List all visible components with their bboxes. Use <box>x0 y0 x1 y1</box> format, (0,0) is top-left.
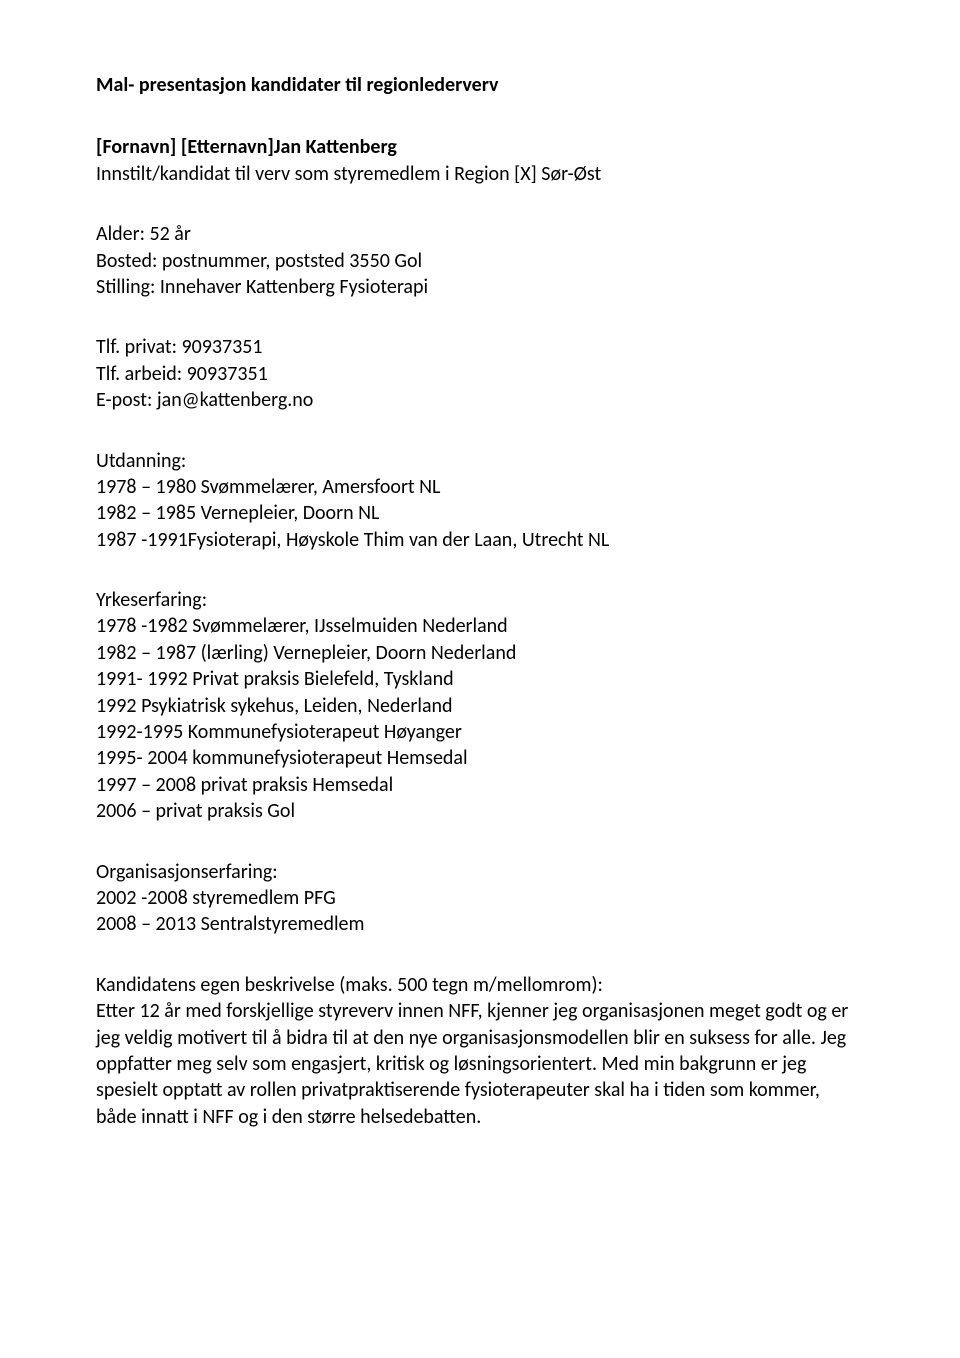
work-item: 1991- 1992 Privat praksis Bielefeld, Tys… <box>96 666 864 692</box>
work-item: 1978 -1982 Svømmelærer, IJsselmuiden Ned… <box>96 613 864 639</box>
candidate-header-block: [Fornavn] [Etternavn]Jan Kattenberg Inns… <box>96 134 864 187</box>
education-item: 1978 – 1980 Svømmelærer, Amersfoort NL <box>96 474 864 500</box>
email-line: E-post: jan@kattenberg.no <box>96 387 864 413</box>
work-item: 1992 Psykiatrisk sykehus, Leiden, Nederl… <box>96 693 864 719</box>
work-item: 1992-1995 Kommunefysioterapeut Høyanger <box>96 719 864 745</box>
personal-info-block: Alder: 52 år Bosted: postnummer, postste… <box>96 221 864 300</box>
org-heading: Organisasjonserfaring: <box>96 859 864 885</box>
contact-block: Tlf. privat: 90937351 Tlf. arbeid: 90937… <box>96 334 864 413</box>
work-heading: Yrkeserfaring: <box>96 587 864 613</box>
work-item: 1997 – 2008 privat praksis Hemsedal <box>96 772 864 798</box>
org-item: 2008 – 2013 Sentralstyremedlem <box>96 911 864 937</box>
description-block: Kandidatens egen beskrivelse (maks. 500 … <box>96 972 864 1130</box>
residence-line: Bosted: postnummer, poststed 3550 Gol <box>96 248 864 274</box>
work-experience-block: Yrkeserfaring: 1978 -1982 Svømmelærer, I… <box>96 587 864 825</box>
document-title: Mal- presentasjon kandidater til regionl… <box>96 72 864 98</box>
education-item: 1987 -1991Fysioterapi, Høyskole Thim van… <box>96 527 864 553</box>
work-item: 2006 – privat praksis Gol <box>96 798 864 824</box>
document-page: Mal- presentasjon kandidater til regionl… <box>0 0 960 1358</box>
age-line: Alder: 52 år <box>96 221 864 247</box>
education-item: 1982 – 1985 Vernepleier, Doorn NL <box>96 500 864 526</box>
candidate-line: Innstilt/kandidat til verv som styremedl… <box>96 161 864 187</box>
work-item: 1995- 2004 kommunefysioterapeut Hemsedal <box>96 745 864 771</box>
education-block: Utdanning: 1978 – 1980 Svømmelærer, Amer… <box>96 448 864 554</box>
org-experience-block: Organisasjonserfaring: 2002 -2008 styrem… <box>96 859 864 938</box>
org-item: 2002 -2008 styremedlem PFG <box>96 885 864 911</box>
position-line: Stilling: Innehaver Kattenberg Fysiotera… <box>96 274 864 300</box>
description-body: Etter 12 år med forskjellige styreverv i… <box>96 998 864 1130</box>
phone-work: Tlf. arbeid: 90937351 <box>96 361 864 387</box>
phone-private: Tlf. privat: 90937351 <box>96 334 864 360</box>
work-item: 1982 – 1987 (lærling) Vernepleier, Doorn… <box>96 640 864 666</box>
education-heading: Utdanning: <box>96 448 864 474</box>
candidate-name: [Fornavn] [Etternavn]Jan Kattenberg <box>96 134 864 160</box>
description-heading: Kandidatens egen beskrivelse (maks. 500 … <box>96 972 864 998</box>
